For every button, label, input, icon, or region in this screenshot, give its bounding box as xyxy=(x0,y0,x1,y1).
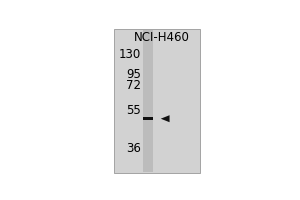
FancyBboxPatch shape xyxy=(143,30,153,172)
Text: 95: 95 xyxy=(126,68,141,81)
FancyBboxPatch shape xyxy=(114,29,200,173)
Text: 36: 36 xyxy=(126,142,141,155)
FancyBboxPatch shape xyxy=(143,117,153,120)
Text: 72: 72 xyxy=(126,79,141,92)
Text: 130: 130 xyxy=(119,48,141,61)
Polygon shape xyxy=(161,115,170,122)
Text: NCI-H460: NCI-H460 xyxy=(134,31,190,44)
Text: 55: 55 xyxy=(126,104,141,117)
